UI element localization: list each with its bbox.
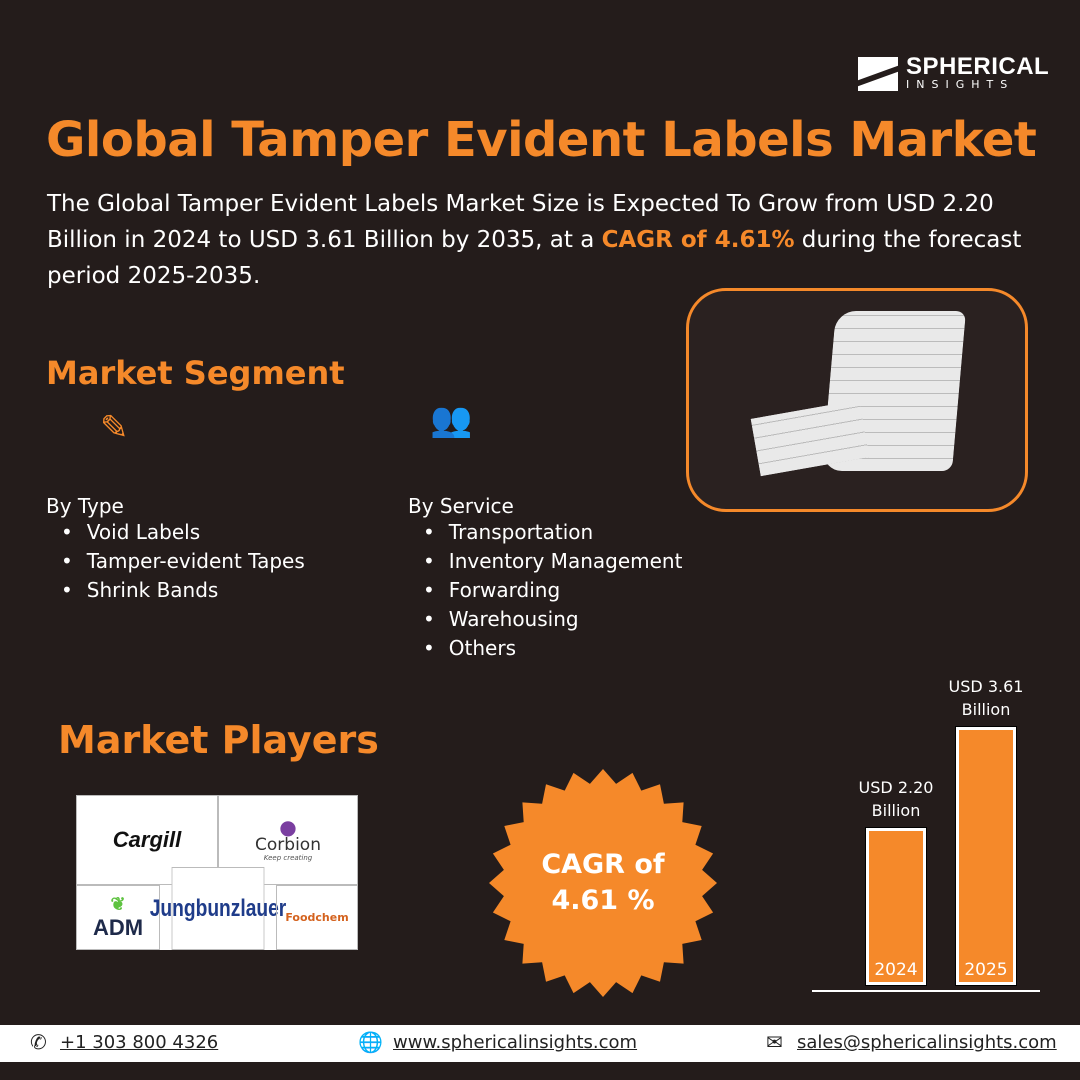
list-item: Transportation [423,518,682,547]
starburst-shape [489,769,717,997]
desc-cagr: CAGR of 4.61% [601,227,795,253]
type-title: By Type [46,494,124,518]
globe-icon: 🌐 [358,1030,383,1054]
cagr-badge: CAGR of 4.61 % [488,768,718,998]
bar-data-label: USD 3.61 Billion [936,675,1036,721]
list-item: Forwarding [423,576,682,605]
data-label-line: Billion [961,700,1011,719]
bar-category-label: 2024 [874,959,918,980]
logo-jungbunzlauer: Jungbunzlauer [150,867,286,950]
list-item: Warehousing [423,605,682,634]
starburst [489,769,717,997]
logo-mark-icon [858,57,898,91]
mail-icon: ✉ [766,1030,783,1054]
corbion-name: Corbion [255,834,321,855]
logo-corbion: ● Corbion Keep creating [218,795,358,885]
page-title: Global Tamper Evident Labels Market [46,112,1037,168]
desc-text-end: during the forecast period 2025-2035. [47,227,1022,289]
desc-text: The Global Tamper Evident Labels Market … [47,191,994,253]
data-label-line: USD 3.61 [948,677,1024,696]
bar-data-label: USD 2.20 Billion [846,776,946,822]
brand-line2: INSIGHTS [906,78,1015,91]
people-hand-icon: 👥 [430,400,473,440]
bar-category-label: 2025 [964,960,1008,980]
corbion-tagline: Keep creating [263,853,313,862]
chart-baseline [812,990,1040,992]
phone-icon: ✆ [30,1030,47,1054]
list-item: Tamper-evident Tapes [61,547,305,576]
data-label-line: Billion [871,800,921,820]
bar-2025: 2025 [955,726,1017,986]
chat-pen-icon: ✎ [100,408,129,448]
service-list: By Service TransportationInventory Manag… [408,494,682,663]
data-label-line: USD 2.20 [858,777,934,797]
market-players-heading: Market Players [58,718,379,762]
market-segment-heading: Market Segment [46,354,345,392]
service-title: By Service [408,494,514,518]
footer: ✆ +1 303 800 4326 🌐 www.sphericalinsight… [0,1025,1080,1062]
list-item: Others [423,634,682,663]
cagr-line2: 4.61 % [551,885,655,916]
adm-leaf-icon: ❦ [110,894,126,914]
brand-line1: SPHERICAL [906,53,1050,80]
type-list: By Type Void LabelsTamper-evident TapesS… [46,494,305,605]
brand-logo: SPHERICAL INSIGHTS [858,53,1050,92]
logo-foodchem: Foodchem [276,885,358,950]
product-image [686,288,1028,512]
logo-cargill: Cargill [76,795,218,885]
logo-adm: ❦ ADM [76,885,160,950]
website-link[interactable]: www.sphericalinsights.com [393,1032,638,1053]
list-item: Shrink Bands [61,576,305,605]
corbion-mark-icon: ● [279,814,297,839]
bar-2024: 2024 [865,826,927,986]
description: The Global Tamper Evident Labels Market … [47,186,1037,294]
cagr-line1: CAGR of [541,849,665,880]
adm-name: ADM [92,915,144,940]
phone-link[interactable]: +1 303 800 4326 [60,1032,219,1053]
list-item: Inventory Management [423,547,683,576]
list-item: Void Labels [61,518,305,547]
players-logos: Cargill ● Corbion Keep creating ❦ ADM Jungb… [76,795,358,950]
email-link[interactable]: sales@sphericalinsights.com [797,1032,1057,1053]
